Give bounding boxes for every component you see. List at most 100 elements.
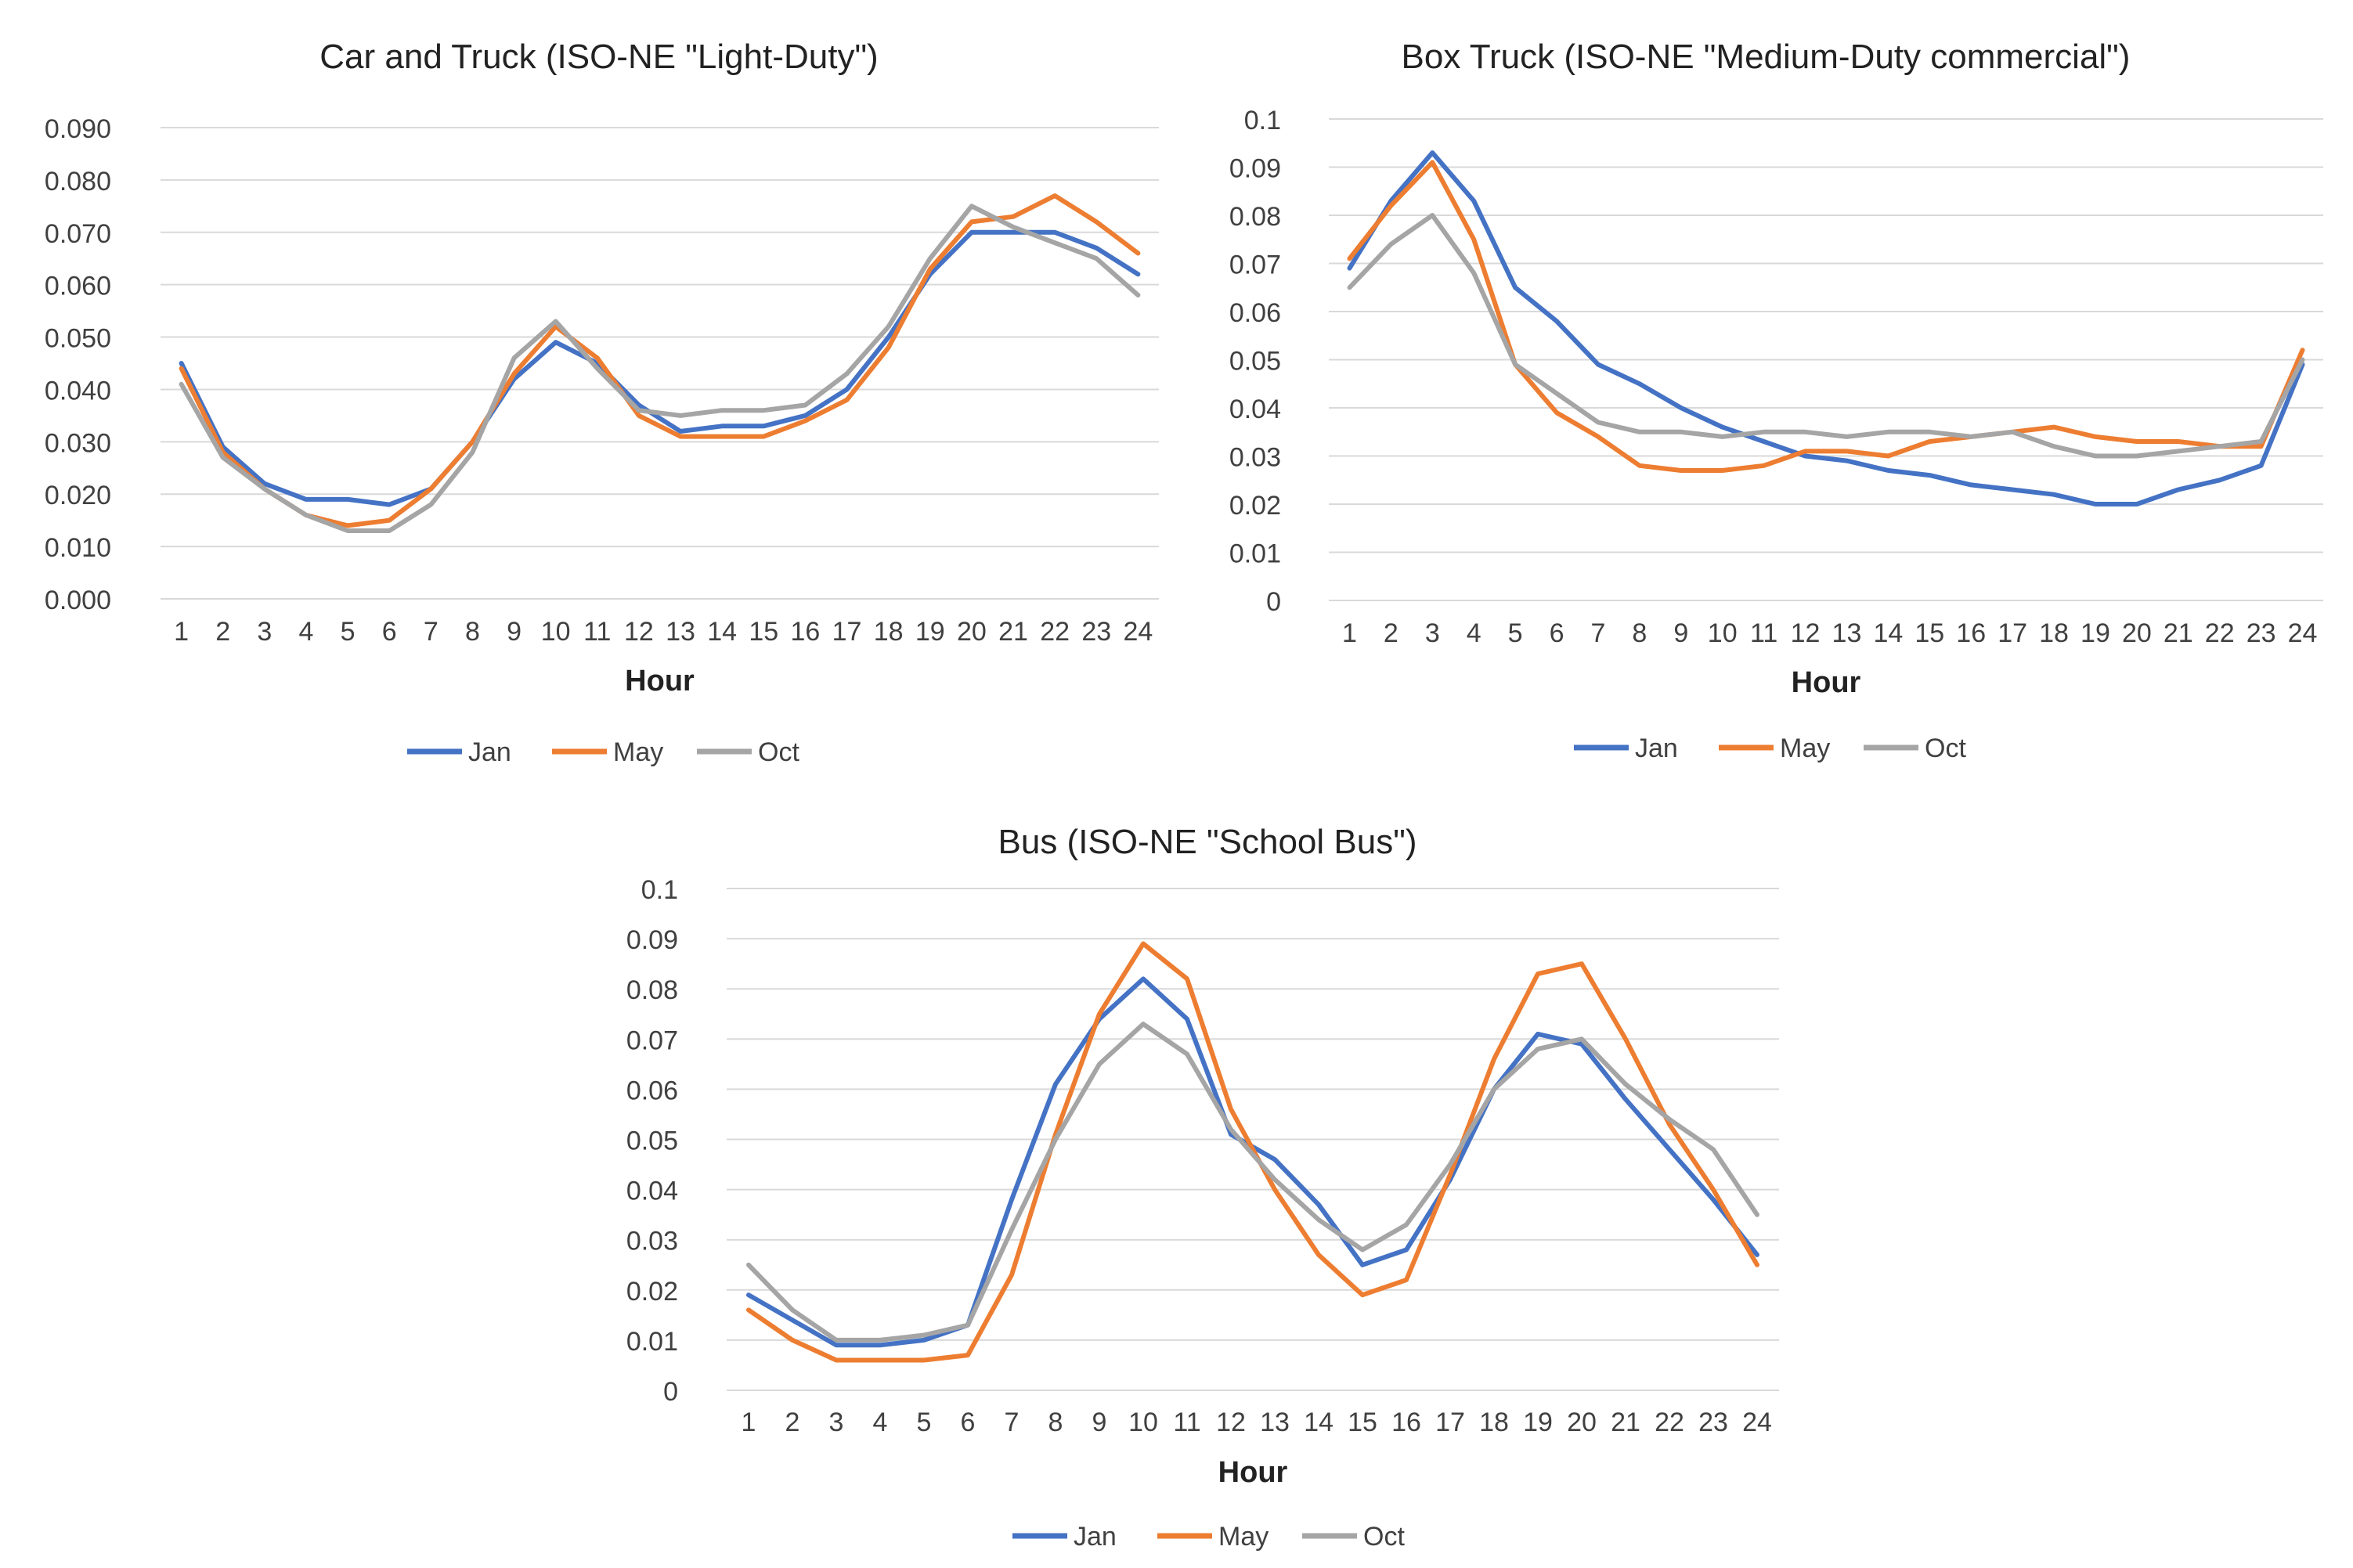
x-tick-label: 1 [174, 617, 189, 647]
y-tick-label: 0.050 [45, 324, 111, 354]
x-tick-label: 8 [1632, 618, 1647, 648]
chart-title: Box Truck (ISO-NE "Medium-Duty commercia… [1402, 38, 2131, 76]
x-tick-label: 12 [624, 617, 654, 647]
legend-item-may: May [1719, 734, 1830, 763]
y-tick-label: 0.02 [1229, 491, 1281, 521]
y-tick-label: 0.05 [1229, 347, 1281, 377]
series-line-may [746, 941, 1759, 1363]
legend-item-jan: Jan [1574, 734, 1678, 763]
legend-label: May [613, 737, 663, 767]
x-tick-label: 14 [1304, 1408, 1333, 1437]
series-line-oct [1347, 213, 2305, 459]
y-tick-label: 0.06 [626, 1076, 678, 1105]
x-tick-label: 10 [541, 617, 571, 647]
x-tick-label: 15 [1915, 618, 1944, 648]
x-tick-label: 5 [1508, 618, 1523, 648]
chart-title: Bus (ISO-NE "School Bus") [998, 823, 1417, 861]
x-tick-label: 18 [874, 617, 904, 647]
x-tick-label: 14 [1873, 618, 1903, 648]
x-tick-label: 3 [829, 1408, 844, 1437]
x-tick-label: 15 [1348, 1408, 1377, 1437]
x-tick-label: 12 [1791, 618, 1821, 648]
legend-item-may: May [552, 737, 663, 767]
x-tick-label: 10 [1708, 618, 1738, 648]
legend-item-may: May [1157, 1522, 1269, 1552]
y-tick-label: 0.1 [1244, 106, 1281, 135]
y-tick-label: 0.030 [45, 428, 111, 458]
legend-item-oct: Oct [1864, 734, 1966, 763]
x-tick-label: 11 [583, 617, 611, 647]
x-tick-label: 4 [1467, 618, 1481, 648]
x-tick-label: 6 [1550, 618, 1564, 648]
x-tick-label: 19 [915, 617, 945, 647]
x-tick-label: 13 [666, 617, 695, 647]
x-tick-label: 10 [1128, 1408, 1158, 1437]
x-tick-label: 21 [2164, 618, 2193, 648]
legend-item-oct: Oct [697, 737, 799, 767]
y-tick-label: 0.020 [45, 481, 111, 510]
chart-1: Car and Truck (ISO-NE "Light-Duty") 0.000… [45, 38, 1159, 767]
y-tick-label: 0.040 [45, 376, 111, 406]
x-tick-label: 21 [1611, 1408, 1640, 1437]
x-tick-label: 23 [2247, 618, 2276, 648]
series-line-jan [179, 229, 1141, 507]
x-tick-label: 5 [341, 617, 355, 647]
chart-2: Box Truck (ISO-NE "Medium-Duty commercia… [1229, 38, 2323, 763]
x-tick-label: 8 [465, 617, 480, 647]
x-tick-label: 4 [873, 1408, 888, 1437]
x-tick-label: 16 [1956, 618, 1986, 648]
y-tick-label: 0.070 [45, 219, 111, 249]
x-tick-label: 20 [2122, 618, 2152, 648]
x-tick-label: 1 [742, 1408, 756, 1437]
series-line-jan [1347, 150, 2305, 506]
x-tick-label: 16 [791, 617, 821, 647]
x-tick-label: 9 [1673, 618, 1688, 648]
y-tick-label: 0.090 [45, 114, 111, 144]
x-tick-label: 23 [1698, 1408, 1728, 1437]
x-tick-label: 24 [1124, 617, 1153, 647]
x-tick-label: 6 [961, 1408, 976, 1437]
x-tick-label: 7 [424, 617, 438, 647]
y-tick-label: 0.08 [626, 975, 678, 1005]
x-tick-label: 9 [1092, 1408, 1107, 1437]
y-tick-label: 0.1 [641, 875, 678, 905]
x-tick-label: 22 [1655, 1408, 1684, 1437]
legend-label: Oct [758, 737, 799, 767]
legend-label: May [1218, 1522, 1269, 1552]
x-tick-label: 16 [1391, 1408, 1421, 1437]
x-tick-label: 6 [382, 617, 397, 647]
y-tick-label: 0 [1266, 587, 1281, 617]
x-tick-label: 17 [1435, 1408, 1465, 1437]
y-tick-label: 0 [663, 1377, 678, 1407]
x-tick-label: 22 [2205, 618, 2235, 648]
x-tick-label: 14 [707, 617, 737, 647]
x-tick-label: 8 [1048, 1408, 1063, 1437]
x-tick-label: 18 [1479, 1408, 1509, 1437]
y-tick-label: 0.04 [1229, 395, 1281, 424]
legend-label: Jan [1074, 1522, 1117, 1552]
chart-3: Bus (ISO-NE "School Bus") 0 0.01 0.02 0.03 0.… [626, 823, 1779, 1552]
x-tick-label: 7 [1005, 1408, 1020, 1437]
x-tick-label: 5 [917, 1408, 932, 1437]
x-tick-label: 1 [1342, 618, 1357, 648]
x-tick-label: 23 [1081, 617, 1111, 647]
x-tick-label: 19 [2081, 618, 2110, 648]
y-tick-label: 0.01 [1229, 539, 1281, 569]
x-tick-label: 24 [2288, 618, 2318, 648]
x-axis-label: Hour [1218, 1456, 1288, 1489]
legend-label: Oct [1925, 734, 1966, 763]
x-tick-label: 20 [1567, 1408, 1597, 1437]
x-tick-label: 13 [1832, 618, 1862, 648]
y-tick-label: 0.09 [1229, 154, 1281, 184]
y-tick-label: 0.080 [45, 167, 111, 196]
y-tick-label: 0.02 [626, 1277, 678, 1307]
x-tick-label: 24 [1742, 1408, 1772, 1437]
y-tick-label: 0.07 [1229, 251, 1281, 280]
series-line-may [179, 193, 1141, 528]
x-tick-label: 20 [957, 617, 987, 647]
x-tick-label: 18 [2039, 618, 2069, 648]
x-tick-label: 12 [1216, 1408, 1246, 1437]
x-tick-label: 2 [785, 1408, 800, 1437]
